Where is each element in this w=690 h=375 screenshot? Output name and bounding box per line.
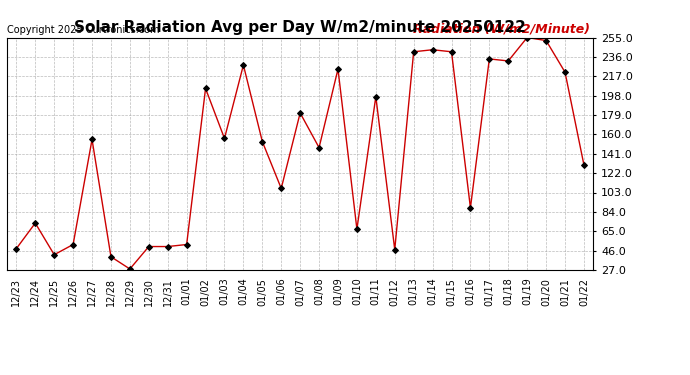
Text: Radiation (W/m2/Minute): Radiation (W/m2/Minute) (413, 22, 591, 35)
Title: Solar Radiation Avg per Day W/m2/minute 20250122: Solar Radiation Avg per Day W/m2/minute … (75, 20, 526, 35)
Text: Copyright 2025 Curtronics.com: Copyright 2025 Curtronics.com (7, 25, 159, 35)
